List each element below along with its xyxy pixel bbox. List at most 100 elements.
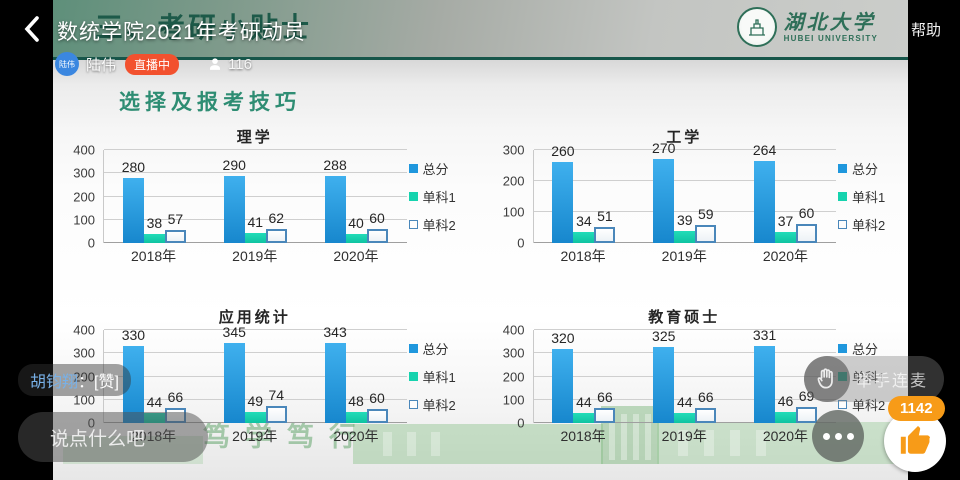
gridline: [533, 375, 836, 377]
legend-item: 总分: [838, 339, 902, 358]
y-tick-label: 300: [502, 142, 525, 158]
bar-sub2: [796, 224, 818, 243]
bar-value-label: 60: [369, 210, 385, 227]
y-tick-label: 0: [517, 235, 525, 251]
x-category-label: 2020年: [333, 428, 379, 444]
legend-label: 单科2: [422, 218, 456, 233]
bar-group: 343 48 60: [306, 324, 407, 423]
gridline: [533, 329, 836, 330]
university-name-cn: 湖北大学: [783, 10, 876, 34]
legend: 总分单科1 单科2: [407, 330, 473, 423]
raised-hand-icon: [804, 356, 850, 402]
slide-watermark: 笃学笃行: [203, 422, 371, 453]
gridline: [533, 180, 836, 181]
university-logo-text: 湖北大学 HUBEI UNIVERSITY: [783, 10, 878, 44]
like-count-badge: 1142: [888, 396, 945, 421]
chevron-left-icon: [24, 16, 39, 42]
slide-occluded-heading: 三、考研小贴士: [95, 12, 313, 43]
x-category-label: 2018年: [131, 248, 177, 264]
legend-swatch: [408, 344, 418, 353]
y-tick-label: 100: [73, 212, 95, 228]
chart-title: 工学: [666, 129, 703, 146]
bar-total: [324, 343, 346, 423]
bar-value-label: 44: [146, 393, 163, 410]
legend-swatch: [838, 220, 847, 229]
bar-group: 280 38 57: [104, 150, 205, 243]
header-divider: [53, 57, 908, 60]
bar-sub1: [244, 411, 266, 423]
bar-total: [223, 342, 245, 423]
bar-total: [122, 177, 144, 243]
bar-sub1: [775, 231, 797, 243]
bar-total: [754, 161, 776, 243]
legend-swatch: [838, 192, 847, 201]
bar-value-label: 66: [167, 388, 184, 405]
legend-swatch: [408, 164, 418, 173]
bar-sub1: [345, 411, 367, 423]
plot-area: 280 38 57 290 41 62 288 40 60: [103, 149, 407, 243]
bar-value-label: 280: [121, 158, 146, 175]
bar-value-label: 41: [247, 214, 264, 231]
x-category-label: 2020年: [333, 248, 379, 264]
bar-total: [223, 175, 245, 243]
y-tick-label: 200: [502, 369, 525, 384]
bar-group: 325 44 66: [634, 328, 735, 423]
legend-item: 总分: [408, 159, 473, 178]
bar-sub1: [674, 412, 696, 423]
legend-item: 单科2: [838, 215, 902, 234]
legend-swatch: [408, 220, 418, 229]
y-tick-label: 200: [73, 369, 95, 384]
gridline: [104, 195, 407, 197]
y-tick-label: 0: [517, 415, 525, 431]
slide-title: 选择及报考技巧: [119, 91, 301, 114]
bar-value-label: 345: [222, 323, 246, 340]
bar-sub2: [594, 227, 616, 243]
bar-group: 290 41 62: [205, 150, 306, 243]
bar-value-label: 288: [323, 157, 347, 174]
bar-value-label: 66: [697, 388, 714, 405]
x-category-label: 2019年: [232, 428, 278, 444]
charts-grid: 理学 0 100 200 300 400 280 38 57 290 41 62 288 40 60 总分 单科…: [67, 126, 902, 446]
presenter-avatar[interactable]: 陆伟: [55, 52, 79, 76]
gridline: [533, 398, 836, 400]
legend-label: 单科1: [852, 190, 886, 205]
bar-value-label: 40: [348, 214, 364, 231]
bar-value-label: 51: [597, 208, 613, 225]
y-tick-label: 300: [73, 345, 95, 361]
legend: 总分 单科1 单科2: [407, 150, 473, 243]
gridline: [104, 149, 407, 150]
bar-value-label: 48: [348, 392, 364, 409]
legend-item: 单科2: [408, 215, 473, 234]
y-tick-label: 200: [73, 189, 95, 204]
bar-value-label: 264: [752, 142, 777, 159]
bar-value-label: 44: [576, 393, 592, 410]
bar-value-label: 62: [268, 209, 285, 226]
bar-value-label: 46: [777, 393, 794, 410]
help-button[interactable]: 帮助: [911, 22, 942, 39]
university-seal-icon: [736, 7, 777, 47]
y-tick-label: 400: [73, 322, 95, 338]
bar-value-label: 270: [652, 140, 676, 157]
back-button[interactable]: [20, 14, 50, 48]
bar-value-label: 260: [551, 143, 575, 160]
legend-swatch: [838, 400, 847, 409]
chart-panel-2: 工学 0 100 200 300 260 34 51 270 39 59 264 37 60 总分 单科1 单科…: [497, 126, 903, 266]
bar-value-label: 66: [597, 388, 613, 405]
chat-input[interactable]: 说点什么吧: [18, 412, 208, 462]
bar-sub1: [674, 230, 696, 243]
more-options-button[interactable]: [812, 410, 864, 462]
legend-label: 总分: [422, 342, 449, 357]
bar-value-label: 330: [121, 327, 146, 344]
bar-sub2: [796, 406, 818, 423]
chat-message-text: [赞]: [94, 374, 119, 391]
y-tick-label: 300: [73, 165, 95, 181]
chart-title: 理学: [236, 129, 273, 146]
legend-item: 单科2: [838, 395, 902, 414]
raise-hand-button[interactable]: 举手连麦: [804, 356, 944, 402]
live-status-badge: 直播中: [125, 53, 180, 75]
x-category-label: 2019年: [661, 248, 707, 264]
legend-item: 单科2: [408, 395, 473, 414]
legend-item: 单科1: [408, 367, 473, 386]
